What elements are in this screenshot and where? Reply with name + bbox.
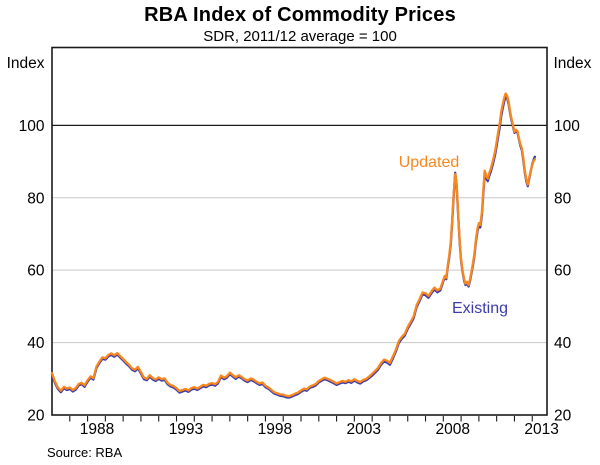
chart-title: RBA Index of Commodity Prices <box>144 4 456 26</box>
x-tick-label-1998: 1998 <box>258 421 292 438</box>
y-tick-label-left-40: 40 <box>27 335 45 352</box>
existing-series-line <box>50 95 537 399</box>
y-axis-unit-right: Index <box>554 55 592 72</box>
series-label-updated: Updated <box>399 154 460 171</box>
y-tick-label-left-60: 60 <box>27 263 45 280</box>
source-note: Source: RBA <box>47 445 123 460</box>
y-tick-label-right-100: 100 <box>554 118 580 135</box>
y-tick-label-right-60: 60 <box>554 263 572 280</box>
plot-frame <box>51 46 548 416</box>
updated-series-line <box>50 92 537 398</box>
x-tick-label-1993: 1993 <box>169 421 203 438</box>
chart-subtitle: SDR, 2011/12 average = 100 <box>203 28 397 45</box>
y-tick-label-left-80: 80 <box>27 190 45 207</box>
y-tick-label-left-100: 100 <box>19 118 45 135</box>
y-tick-label-right-80: 80 <box>554 190 572 207</box>
x-tick-label-2003: 2003 <box>347 421 381 438</box>
y-tick-label-left-20: 20 <box>27 408 45 425</box>
y-tick-label-right-40: 40 <box>554 335 572 352</box>
y-tick-label-right-20: 20 <box>554 408 572 425</box>
x-tick-label-2008: 2008 <box>435 421 469 438</box>
series-label-existing: Existing <box>452 300 508 317</box>
x-tick-label-1988: 1988 <box>80 421 114 438</box>
x-tick-label-2013: 2013 <box>524 421 558 438</box>
y-axis-unit-left: Index <box>7 55 45 72</box>
